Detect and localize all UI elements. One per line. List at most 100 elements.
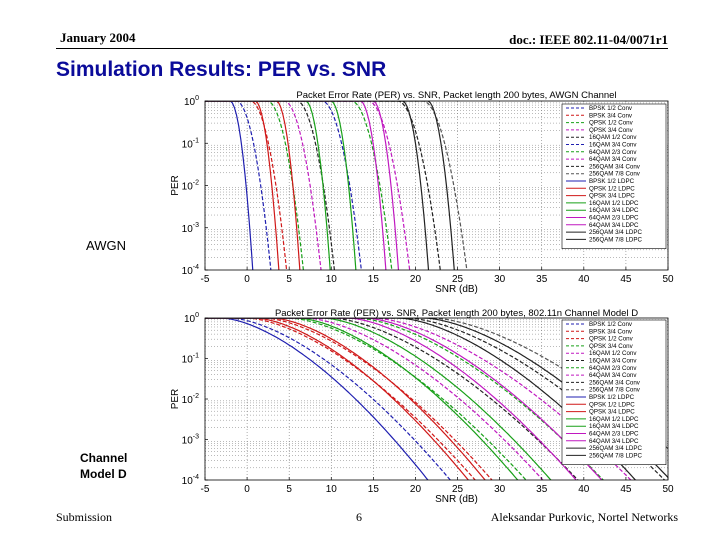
per-curve — [205, 318, 493, 480]
x-axis-label: SNR (dB) — [435, 494, 478, 505]
y-tick-label: 10-2 — [182, 393, 199, 406]
channel-d-side-label: Channel Model D — [80, 451, 128, 481]
y-tick-label: 10-3 — [182, 222, 199, 235]
per-curve — [205, 318, 552, 480]
legend-entry: 16QAM 1/2 Conv — [589, 350, 637, 357]
channel-d-chart: -5 0 5 10 15 20 25 30 35 40 45 50 100 10-1 10-2 10-3 10-… — [170, 308, 674, 505]
per-curve — [205, 318, 429, 480]
legend-entry: 64QAM 2/3 LDPC — [589, 215, 639, 222]
legend-entry: 64QAM 2/3 LDPC — [589, 431, 639, 438]
legend-entry: 256QAM 7/8 Conv — [589, 387, 641, 394]
legend-entry: BPSK 1/2 Conv — [589, 321, 633, 328]
footer-submission: Submission — [56, 510, 113, 524]
legend-entry: 16QAM 1/2 Conv — [589, 134, 637, 141]
x-tick-label: 40 — [578, 274, 590, 285]
x-tick-label: -5 — [201, 274, 210, 285]
slide-title: Simulation Results: PER vs. SNR — [56, 58, 387, 81]
footer-page-number: 6 — [356, 510, 362, 524]
y-tick-label: 10-1 — [182, 353, 199, 366]
per-curve — [205, 318, 476, 480]
x-tick-label: 30 — [494, 484, 506, 495]
legend-entry: 16QAM 3/4 Conv — [589, 358, 637, 365]
x-tick-label: 10 — [326, 274, 338, 285]
per-curve — [205, 318, 519, 480]
per-curve — [205, 101, 393, 270]
per-curve — [205, 101, 331, 270]
legend-entry: QPSK 1/2 LDPC — [589, 401, 635, 408]
y-tick-label: 100 — [184, 312, 199, 325]
legend-entry: 256QAM 7/8 LDPC — [589, 236, 642, 243]
per-curve — [205, 101, 441, 270]
chart-title: Packet Error Rate (PER) vs. SNR, Packet … — [296, 90, 616, 101]
x-tick-label: 10 — [326, 484, 338, 495]
legend-entry: 256QAM 7/8 Conv — [589, 171, 641, 178]
x-tick-label: 15 — [368, 484, 380, 495]
legend-entry: QPSK 3/4 Conv — [589, 127, 634, 134]
header-doc-id: doc.: IEEE 802.11-04/0071r1 — [509, 32, 668, 47]
x-tick-label: 15 — [368, 274, 380, 285]
per-curve — [205, 101, 301, 270]
per-curve — [205, 101, 335, 270]
header-date: January 2004 — [60, 30, 136, 45]
legend-entry: QPSK 3/4 LDPC — [589, 409, 635, 416]
legend-entry: QPSK 1/2 LDPC — [589, 185, 635, 192]
legend-entry: 64QAM 3/4 LDPC — [589, 438, 639, 445]
awgn-side-label: AWGN — [86, 238, 126, 253]
legend-entry: QPSK 3/4 LDPC — [589, 193, 635, 200]
y-tick-label: 10-1 — [182, 137, 199, 150]
x-tick-label: 45 — [620, 274, 632, 285]
legend-entry: 64QAM 2/3 Conv — [589, 365, 637, 372]
per-curve — [205, 101, 322, 270]
legend-entry: 16QAM 3/4 Conv — [589, 142, 637, 149]
legend-entry: 16QAM 3/4 LDPC — [589, 207, 639, 214]
chart-title: Packet Error Rate (PER) vs. SNR, Packet … — [275, 308, 638, 319]
legend-entry: BPSK 3/4 Conv — [589, 328, 633, 335]
legend-entry: 256QAM 3/4 LDPC — [589, 445, 642, 452]
x-tick-label: 45 — [620, 484, 632, 495]
per-curve — [205, 318, 470, 480]
x-tick-label: 50 — [662, 484, 674, 495]
y-tick-label: 10-3 — [182, 434, 199, 447]
legend-entry: BPSK 3/4 Conv — [589, 112, 633, 119]
x-tick-label: 5 — [286, 274, 292, 285]
legend-entry: BPSK 1/2 LDPC — [589, 394, 635, 401]
per-curve — [205, 318, 527, 480]
x-tick-label: 40 — [578, 484, 590, 495]
legend-entry: 256QAM 3/4 Conv — [589, 163, 641, 170]
legend-entry: 16QAM 3/4 LDPC — [589, 423, 639, 430]
x-tick-label: 20 — [410, 274, 422, 285]
x-tick-label: 25 — [452, 484, 464, 495]
awgn-chart: -5 0 5 10 15 20 25 30 35 40 45 50 100 10-1 10-2 10-3 10-… — [170, 90, 674, 295]
footer-author: Aleksandar Purkovic, Nortel Networks — [490, 510, 678, 524]
x-tick-label: 35 — [536, 484, 548, 495]
legend-entry: 64QAM 3/4 LDPC — [589, 222, 639, 229]
header-rule — [56, 48, 668, 49]
per-curve — [205, 101, 387, 270]
per-curve — [205, 318, 486, 480]
per-curve — [205, 101, 362, 270]
y-tick-label: 100 — [184, 95, 199, 108]
per-curve — [205, 318, 544, 480]
legend-box — [561, 319, 667, 465]
x-tick-label: 20 — [410, 484, 422, 495]
legend-entry: 64QAM 2/3 Conv — [589, 149, 637, 156]
x-tick-label: 5 — [286, 484, 292, 495]
legend-entry: QPSK 1/2 Conv — [589, 120, 634, 127]
per-curve — [205, 101, 280, 270]
legend-entry: BPSK 1/2 Conv — [589, 105, 633, 112]
legend-entry: QPSK 3/4 Conv — [589, 343, 634, 350]
legend-entry: BPSK 1/2 LDPC — [589, 178, 635, 185]
legend-entry: QPSK 1/2 Conv — [589, 336, 634, 343]
per-curve — [205, 101, 254, 270]
legend-entry: 256QAM 7/8 LDPC — [589, 452, 642, 459]
y-tick-label: 10-2 — [182, 180, 199, 193]
y-tick-label: 10-4 — [182, 264, 199, 277]
y-axis-label: PER — [170, 389, 181, 410]
x-tick-label: 30 — [494, 274, 506, 285]
legend-entry: 16QAM 1/2 LDPC — [589, 200, 639, 207]
per-curve — [205, 101, 455, 270]
legend-entry: 64QAM 3/4 Conv — [589, 156, 637, 163]
x-axis-label: SNR (dB) — [435, 284, 478, 295]
legend-entry: 256QAM 3/4 LDPC — [589, 229, 642, 236]
